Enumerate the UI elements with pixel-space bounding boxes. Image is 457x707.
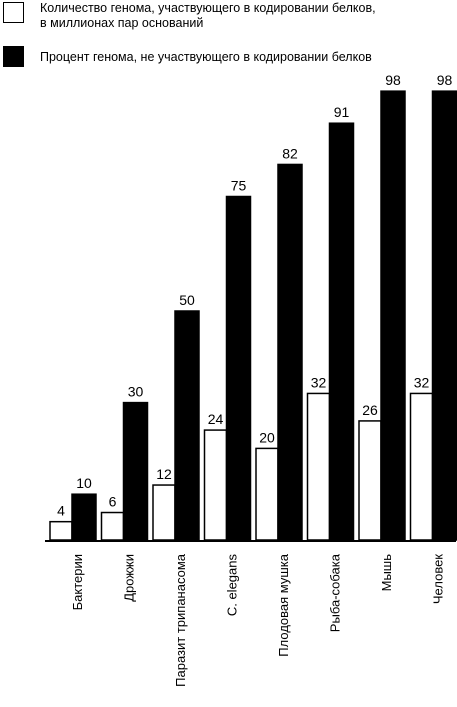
value-label: 98 xyxy=(437,72,453,88)
bar xyxy=(255,447,279,541)
value-label: 91 xyxy=(334,104,350,120)
bar xyxy=(277,163,303,541)
bar xyxy=(174,310,200,541)
bar xyxy=(225,195,252,541)
value-label: 26 xyxy=(362,402,378,418)
bar xyxy=(152,484,176,541)
value-label: 82 xyxy=(282,145,298,161)
bar xyxy=(306,392,331,541)
value-label: 4 xyxy=(57,503,65,519)
bar xyxy=(409,392,434,541)
legend-label: Количество генома, участвующего в кодиро… xyxy=(40,1,376,30)
x-tick-label: Человек xyxy=(431,554,446,604)
value-label: 32 xyxy=(414,374,430,390)
legend-swatch xyxy=(3,46,24,67)
value-label: 30 xyxy=(128,384,144,400)
x-tick-label: Рыба-собака xyxy=(328,553,343,632)
bar xyxy=(431,90,457,541)
bar xyxy=(358,420,382,541)
value-label: 12 xyxy=(156,466,172,482)
value-label: 20 xyxy=(259,429,275,445)
bar xyxy=(100,511,125,541)
bar xyxy=(71,493,97,541)
value-label: 50 xyxy=(179,292,195,308)
bar xyxy=(49,520,73,541)
legend-label: Процент генома, не участвующего в кодиро… xyxy=(40,50,372,64)
bar xyxy=(203,429,228,541)
value-label: 98 xyxy=(385,72,401,88)
x-tick-label: Мышь xyxy=(379,554,394,592)
x-tick-label: C. elegans xyxy=(225,554,240,617)
bar xyxy=(122,401,149,541)
value-label: 10 xyxy=(76,475,92,491)
value-label: 32 xyxy=(311,374,327,390)
x-tick-label: Плодовая мушка xyxy=(276,553,291,656)
x-tick-label: Дрожжи xyxy=(122,554,137,602)
x-tick-label: Бактерии xyxy=(70,554,85,610)
bar xyxy=(380,90,406,541)
legend-swatch xyxy=(3,2,24,23)
value-label: 24 xyxy=(208,411,224,427)
bar xyxy=(328,122,355,541)
value-label: 6 xyxy=(109,494,117,510)
value-label: 75 xyxy=(231,178,247,194)
x-tick-label: Паразит трипанасома xyxy=(173,553,188,687)
